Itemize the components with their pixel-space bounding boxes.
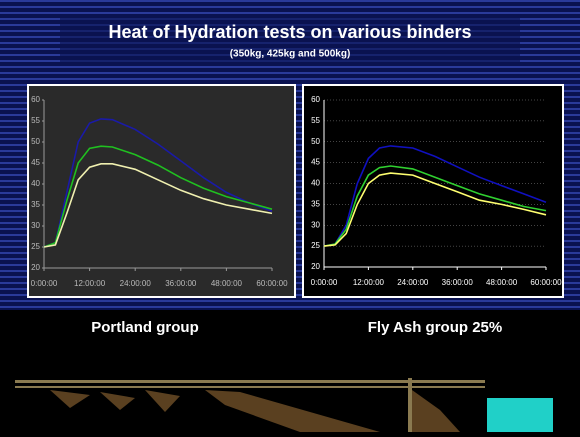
decor-line xyxy=(15,380,485,383)
data-line xyxy=(43,118,273,248)
decor-shape xyxy=(50,390,90,408)
y-tick-label: 35 xyxy=(31,200,40,209)
x-tick-label: 24:00:00 xyxy=(397,278,429,287)
x-tick-label: 48:00:00 xyxy=(486,278,518,287)
chart-title: Portland group xyxy=(91,319,199,336)
decor-line xyxy=(15,386,485,388)
data-line xyxy=(323,145,547,247)
slide-subtitle: (350kg, 425kg and 500kg) xyxy=(230,49,351,60)
decor-block xyxy=(487,398,553,432)
x-tick-label: 0:00:00 xyxy=(31,279,58,288)
data-line xyxy=(323,165,547,247)
decoration xyxy=(15,378,553,432)
y-tick-label: 45 xyxy=(311,158,320,167)
y-tick-label: 35 xyxy=(311,199,320,208)
y-tick-label: 55 xyxy=(311,116,320,125)
x-tick-label: 24:00:00 xyxy=(120,279,152,288)
x-tick-label: 60:00:00 xyxy=(530,278,562,287)
x-tick-label: 12:00:00 xyxy=(74,279,106,288)
decor-shape xyxy=(100,392,135,410)
y-tick-label: 20 xyxy=(311,262,320,271)
decor-shape xyxy=(412,390,460,432)
x-tick-label: 36:00:00 xyxy=(165,279,197,288)
x-tick-label: 48:00:00 xyxy=(211,279,243,288)
y-tick-label: 45 xyxy=(31,158,40,167)
y-tick-label: 20 xyxy=(31,263,40,272)
x-tick-label: 12:00:00 xyxy=(353,278,385,287)
y-tick-label: 40 xyxy=(31,179,40,188)
y-tick-label: 30 xyxy=(31,221,40,230)
data-line xyxy=(43,145,273,248)
title-band xyxy=(60,14,520,64)
decor-line xyxy=(408,378,412,432)
data-line xyxy=(43,163,273,248)
y-tick-label: 50 xyxy=(31,137,40,146)
y-tick-label: 60 xyxy=(31,95,40,104)
x-tick-label: 36:00:00 xyxy=(442,278,474,287)
decor-shape xyxy=(205,390,380,432)
slide-title: Heat of Hydration tests on various binde… xyxy=(108,22,471,42)
y-tick-label: 55 xyxy=(31,116,40,125)
x-tick-label: 60:00:00 xyxy=(256,279,288,288)
chart-panel xyxy=(302,84,564,298)
y-tick-label: 25 xyxy=(311,241,320,250)
data-line xyxy=(323,172,547,247)
y-tick-label: 60 xyxy=(311,95,320,104)
y-tick-label: 50 xyxy=(311,137,320,146)
chart-panel xyxy=(27,84,296,298)
x-tick-label: 0:00:00 xyxy=(311,278,338,287)
chart-title: Fly Ash group 25% xyxy=(368,319,502,336)
y-tick-label: 40 xyxy=(311,179,320,188)
decor-shape xyxy=(145,390,180,412)
y-tick-label: 25 xyxy=(31,242,40,251)
y-tick-label: 30 xyxy=(311,220,320,229)
